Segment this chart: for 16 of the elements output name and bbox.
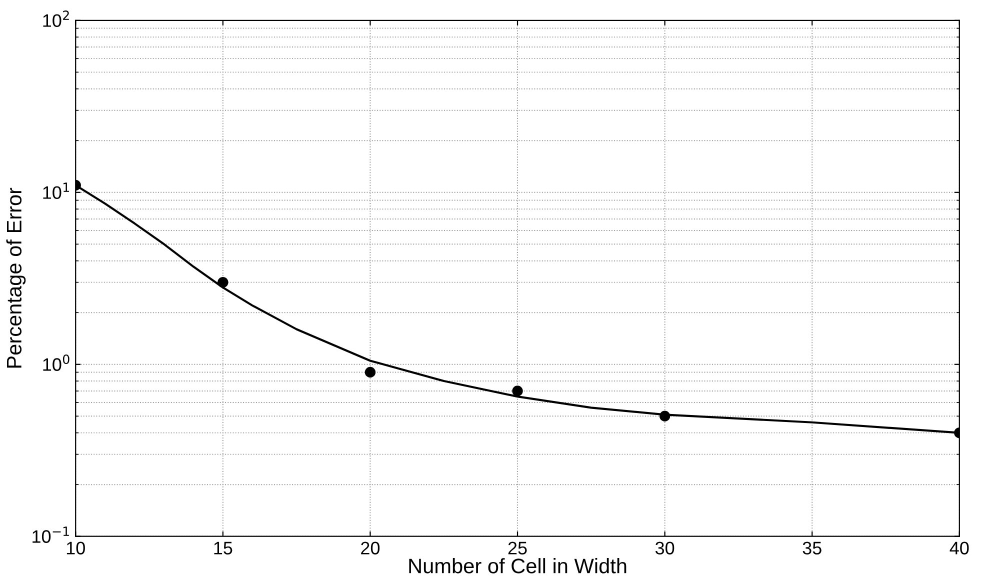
x-axis-title: Number of Cell in Width: [409, 558, 626, 574]
y-tick-label: 10$^{1}$: [43, 182, 69, 199]
x-tick-label: 25: [508, 542, 527, 554]
x-tick-label: 30: [655, 542, 674, 554]
point: [512, 386, 523, 396]
y-tick-label: 10$^{0}$: [43, 354, 70, 371]
y-tick-label: 10$^{2}$: [43, 10, 69, 27]
x-tick-label: 35: [802, 542, 822, 554]
x-tick-label: 10: [66, 542, 85, 554]
y-axis-title: Percentage of Error: [6, 188, 26, 368]
y-tick-label: 10$^{−1}$: [32, 526, 69, 543]
x-tick-label: 15: [214, 542, 232, 554]
point: [364, 366, 376, 378]
x-tick-label: 40: [950, 542, 969, 554]
x-tick-label: 20: [361, 542, 380, 554]
point: [659, 410, 670, 422]
